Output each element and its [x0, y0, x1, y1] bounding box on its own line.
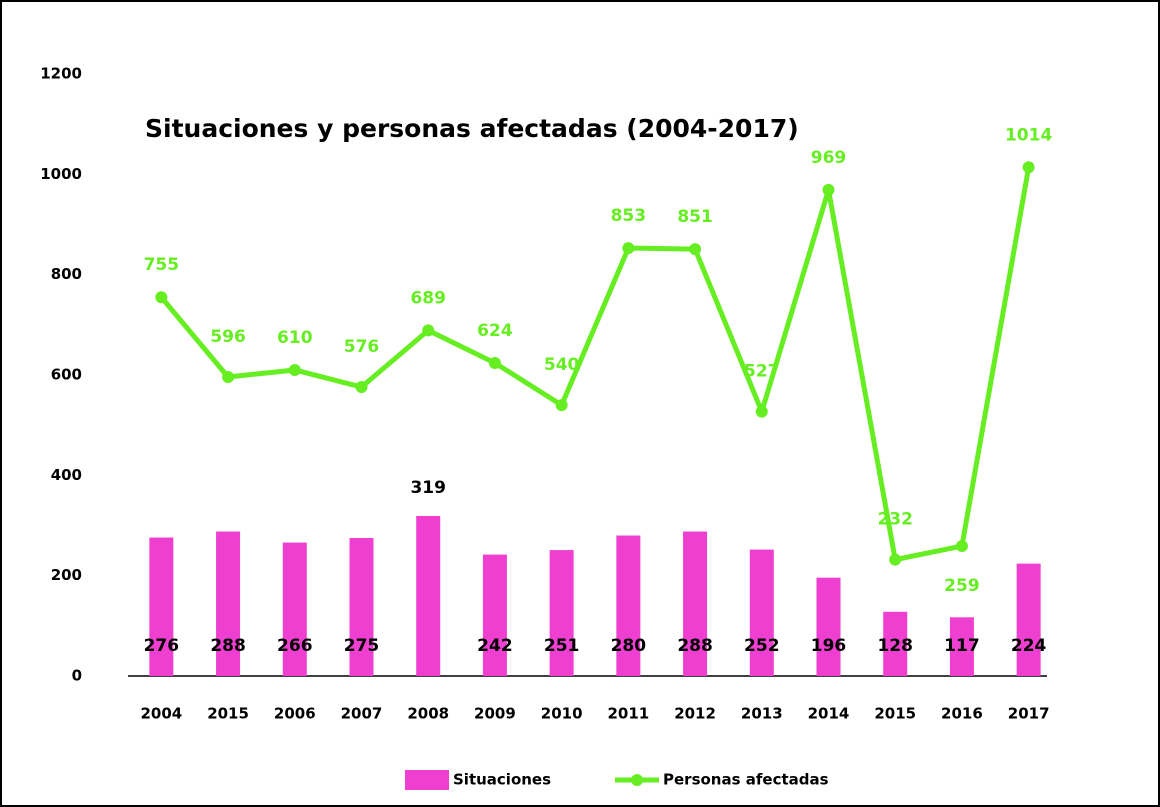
y-tick-label: 1200 [40, 65, 82, 83]
x-tick-label: 2004 [140, 705, 182, 723]
bar [683, 531, 708, 676]
line [159, 166, 1032, 563]
data-label: 232 [877, 510, 913, 530]
chart-title: Situaciones y personas afectadas (2004-2… [145, 114, 799, 143]
y-tick-label: 600 [51, 366, 82, 384]
point [889, 553, 902, 566]
data-label: 242 [477, 636, 513, 656]
data-label: 853 [611, 206, 647, 226]
point [622, 242, 635, 255]
data-label: 755 [144, 255, 180, 275]
point [222, 371, 235, 384]
data-label: 259 [944, 576, 980, 596]
data-label: 851 [677, 207, 713, 227]
point [955, 540, 968, 553]
x-tick-label: 2017 [1008, 705, 1050, 723]
bar [816, 577, 841, 676]
bar [616, 535, 641, 676]
data-label: 624 [477, 321, 513, 341]
x-tick-label: 2009 [474, 705, 516, 723]
bar [349, 538, 374, 676]
legend-swatch [631, 774, 643, 786]
y-tick-label: 1000 [40, 165, 82, 183]
point [689, 243, 702, 256]
bar [282, 542, 307, 676]
data-label: 128 [877, 636, 913, 656]
data-label: 596 [210, 327, 246, 347]
x-tick-label: 2015 [207, 705, 249, 723]
data-label: 576 [344, 337, 380, 357]
data-label: 117 [944, 636, 980, 656]
data-label: 288 [210, 636, 246, 656]
data-label: 196 [811, 636, 847, 656]
point [555, 399, 568, 412]
point [288, 363, 301, 376]
bar [416, 515, 441, 676]
point [822, 183, 835, 196]
data-label: 252 [744, 636, 780, 656]
y-tick-label: 800 [51, 265, 82, 283]
data-label: 266 [277, 636, 313, 656]
point [155, 291, 168, 304]
data-label: 224 [1011, 636, 1047, 656]
point [422, 324, 435, 337]
data-label: 319 [410, 478, 446, 498]
data-label: 527 [744, 362, 780, 382]
data-label: 251 [544, 636, 580, 656]
bar [949, 617, 974, 676]
bar [482, 554, 507, 676]
data-label: 288 [677, 636, 713, 656]
x-tick-label: 2008 [407, 705, 449, 723]
y-tick-label: 400 [51, 466, 82, 484]
point [1022, 161, 1035, 174]
x-tick-label: 2011 [607, 705, 649, 723]
y-tick-label: 200 [51, 566, 82, 584]
bar [883, 611, 908, 676]
x-tick-label: 2016 [941, 705, 983, 723]
x-tick-label: 2007 [341, 705, 383, 723]
legend-swatch [405, 770, 449, 790]
bar [749, 549, 774, 676]
data-label: 540 [544, 355, 580, 375]
data-label: 276 [144, 636, 180, 656]
bar [549, 550, 574, 676]
bar [1016, 563, 1041, 676]
bar [149, 537, 174, 676]
legend-label: Situaciones [453, 771, 551, 789]
x-tick-label: 2006 [274, 705, 316, 723]
bar [216, 531, 241, 676]
point [355, 381, 368, 394]
data-label: 689 [410, 288, 446, 308]
x-tick-label: 2010 [541, 705, 583, 723]
point [488, 356, 501, 369]
data-label: 969 [811, 148, 847, 168]
y-tick-label: 0 [72, 667, 82, 685]
x-tick-label: 2013 [741, 705, 783, 723]
data-label: 610 [277, 328, 313, 348]
data-label: 1014 [1005, 125, 1052, 145]
data-label: 280 [611, 636, 647, 656]
legend-label: Personas afectadas [663, 771, 829, 789]
x-tick-label: 2014 [808, 705, 850, 723]
x-tick-label: 2012 [674, 705, 716, 723]
point [755, 405, 768, 418]
data-label: 275 [344, 636, 380, 656]
x-tick-label: 2015 [874, 705, 916, 723]
